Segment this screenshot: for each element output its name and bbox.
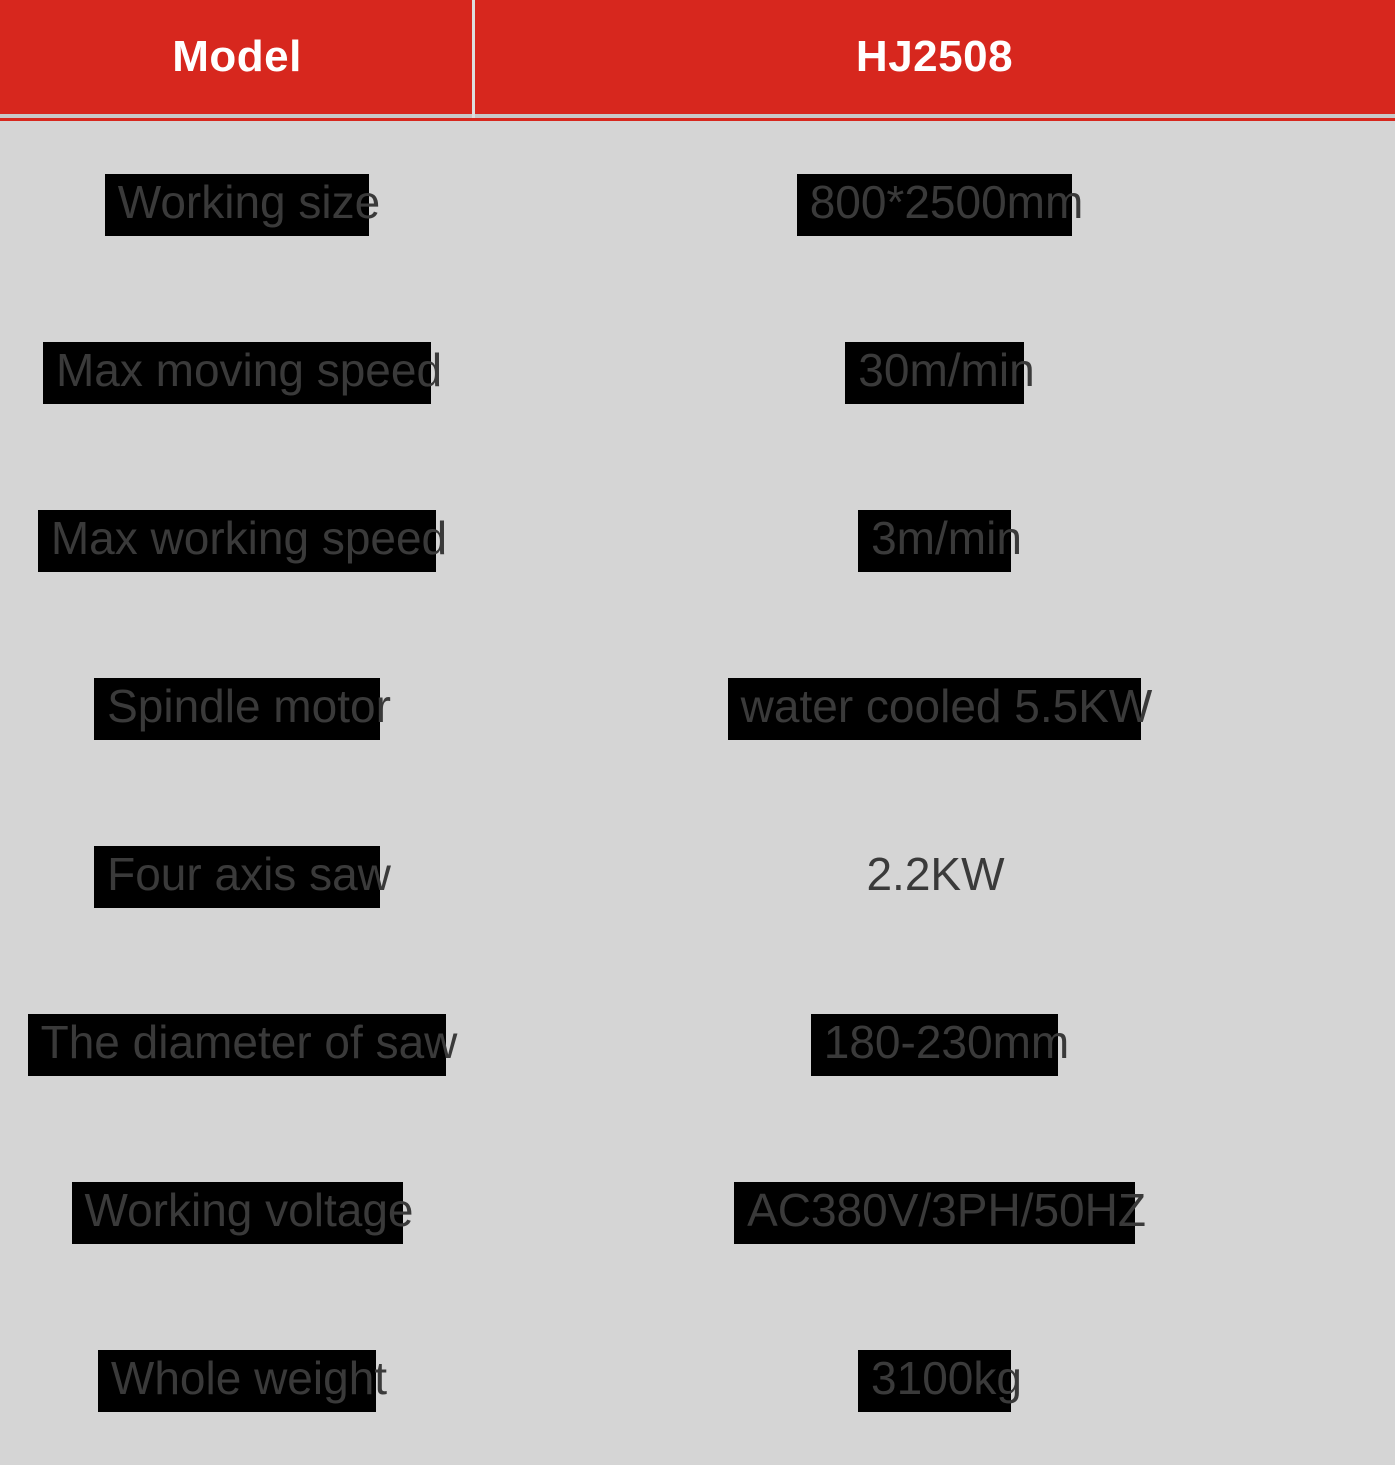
table-row: Working size 800*2500mm <box>0 121 1395 289</box>
spec-value-highlight: water cooled 5.5KW <box>727 677 1152 741</box>
header-cell-model-value: HJ2508 <box>855 32 1014 81</box>
table-row: Max working speed 3m/min <box>0 457 1395 625</box>
spec-label-cell: Max working speed <box>0 509 474 573</box>
spec-label-highlight: Whole weight <box>97 1349 387 1413</box>
spec-label-highlight: The diameter of saw <box>27 1013 457 1077</box>
spec-label-highlight: Working size <box>104 173 380 237</box>
spec-value-highlight: 180-230mm <box>810 1013 1069 1077</box>
spec-label-highlight: Spindle motor <box>94 677 391 741</box>
spec-label-cell: Working size <box>0 173 474 237</box>
spec-label-highlight: Max moving speed <box>42 341 442 405</box>
spec-label: Spindle motor <box>107 679 391 732</box>
spec-value: water cooled 5.5KW <box>740 679 1153 732</box>
spec-value-cell: 800*2500mm <box>474 173 1395 237</box>
spec-value-highlight: 2.2KW <box>864 846 1004 909</box>
spec-label-cell: Working voltage <box>0 1181 474 1245</box>
spec-value-highlight: 3100kg <box>858 1349 1022 1413</box>
spec-label: Working voltage <box>84 1183 414 1236</box>
spec-value-cell: water cooled 5.5KW <box>474 677 1395 741</box>
spec-label-cell: Spindle motor <box>0 677 474 741</box>
spec-label-cell: Four axis saw <box>0 845 474 909</box>
spec-value-highlight: 3m/min <box>858 509 1022 573</box>
spec-label: The diameter of saw <box>40 1015 458 1068</box>
spec-label-highlight: Working voltage <box>71 1181 414 1245</box>
spec-value-cell: 3m/min <box>474 509 1395 573</box>
spec-label-highlight: Max working speed <box>37 509 447 573</box>
header-gray-divider-line <box>0 114 1395 118</box>
spec-value: 2.2KW <box>866 847 1005 900</box>
spec-value: 800*2500mm <box>809 175 1084 228</box>
header-red-divider-line <box>0 118 1395 121</box>
spec-value-cell: 30m/min <box>474 341 1395 405</box>
spec-value-highlight: AC380V/3PH/50HZ <box>734 1181 1146 1245</box>
spec-value: 180-230mm <box>823 1015 1070 1068</box>
spec-label: Working size <box>117 175 381 228</box>
spec-label: Max moving speed <box>55 343 443 396</box>
table-row: The diameter of saw 180-230mm <box>0 961 1395 1129</box>
spec-value-cell: 180-230mm <box>474 1013 1395 1077</box>
spec-value-cell: 3100kg <box>474 1349 1395 1413</box>
spec-label: Max working speed <box>50 511 448 564</box>
spec-value: 30m/min <box>858 343 1035 396</box>
spec-label-cell: Whole weight <box>0 1349 474 1413</box>
spec-value: AC380V/3PH/50HZ <box>747 1183 1146 1236</box>
spec-value-highlight: 800*2500mm <box>796 173 1083 237</box>
table-row: Working voltage AC380V/3PH/50HZ <box>0 1129 1395 1297</box>
spec-label: Four axis saw <box>107 847 391 900</box>
table-row: Spindle motor water cooled 5.5KW <box>0 625 1395 793</box>
spec-value-cell: AC380V/3PH/50HZ <box>474 1181 1395 1245</box>
header-underline <box>0 114 1395 121</box>
header-column-divider <box>472 0 475 118</box>
spec-value-cell: 2.2KW <box>474 846 1395 909</box>
spec-label-highlight: Four axis saw <box>94 845 391 909</box>
table-body: Working size 800*2500mm Max moving speed… <box>0 121 1395 1465</box>
spec-value: 3m/min <box>871 511 1022 564</box>
spec-value: 3100kg <box>871 1351 1022 1404</box>
spec-label-cell: The diameter of saw <box>0 1013 474 1077</box>
spec-value-highlight: 30m/min <box>845 341 1035 405</box>
spec-label-cell: Max moving speed <box>0 341 474 405</box>
header-cell-model: Model <box>172 32 302 81</box>
table-header-row: Model HJ2508 <box>0 0 1395 114</box>
table-row: Whole weight 3100kg <box>0 1297 1395 1465</box>
table-row: Max moving speed 30m/min <box>0 289 1395 457</box>
table-row: Four axis saw 2.2KW <box>0 793 1395 961</box>
spec-label: Whole weight <box>110 1351 388 1404</box>
